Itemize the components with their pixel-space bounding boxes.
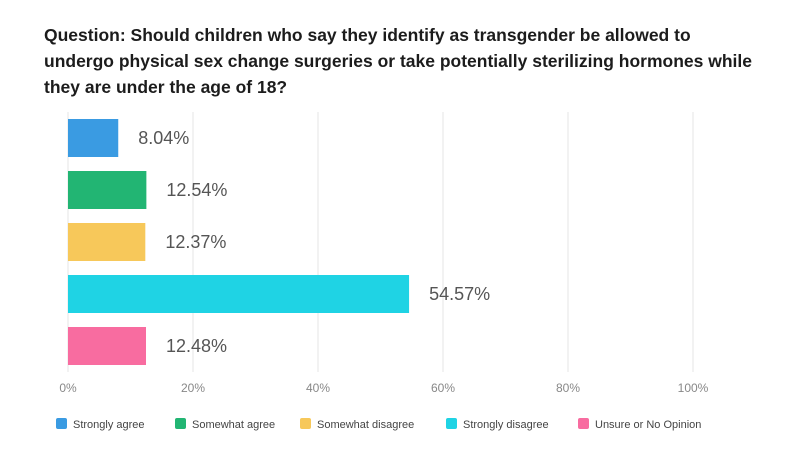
legend-swatch bbox=[578, 418, 589, 429]
chart-title: Question: Should children who say they i… bbox=[44, 25, 752, 97]
legend-label: Somewhat disagree bbox=[317, 419, 414, 431]
x-tick-label: 60% bbox=[431, 381, 455, 395]
data-label: 12.48% bbox=[166, 336, 227, 356]
x-tick-label: 0% bbox=[59, 381, 77, 395]
bar-unsure-or-no-opinion bbox=[68, 327, 146, 365]
data-label: 12.37% bbox=[165, 232, 226, 252]
data-label: 54.57% bbox=[429, 284, 490, 304]
bar-somewhat-agree bbox=[68, 171, 147, 209]
x-tick-label: 100% bbox=[678, 381, 709, 395]
legend: Strongly agree Somewhat agree Somewhat dis… bbox=[56, 418, 701, 431]
data-label: 12.54% bbox=[166, 180, 227, 200]
bar-strongly-agree bbox=[68, 119, 119, 157]
legend-label: Somewhat agree bbox=[192, 419, 275, 431]
x-axis-ticks: 0% 20% 40% 60% 80% 100% bbox=[59, 381, 708, 395]
x-tick-label: 80% bbox=[556, 381, 580, 395]
legend-label: Strongly agree bbox=[73, 419, 145, 431]
bar-strongly-disagree bbox=[68, 275, 410, 313]
data-labels: 8.04% 12.54% 12.37% 54.57% 12.48% bbox=[138, 128, 490, 356]
bars bbox=[68, 119, 410, 365]
legend-swatch bbox=[175, 418, 186, 429]
legend-swatch bbox=[56, 418, 67, 429]
grid-lines bbox=[67, 112, 694, 372]
legend-swatch bbox=[446, 418, 457, 429]
legend-label: Unsure or No Opinion bbox=[595, 419, 701, 431]
x-tick-label: 20% bbox=[181, 381, 205, 395]
bar-somewhat-disagree bbox=[68, 223, 146, 261]
legend-swatch bbox=[300, 418, 311, 429]
x-tick-label: 40% bbox=[306, 381, 330, 395]
legend-label: Strongly disagree bbox=[463, 419, 549, 431]
data-label: 8.04% bbox=[138, 128, 189, 148]
